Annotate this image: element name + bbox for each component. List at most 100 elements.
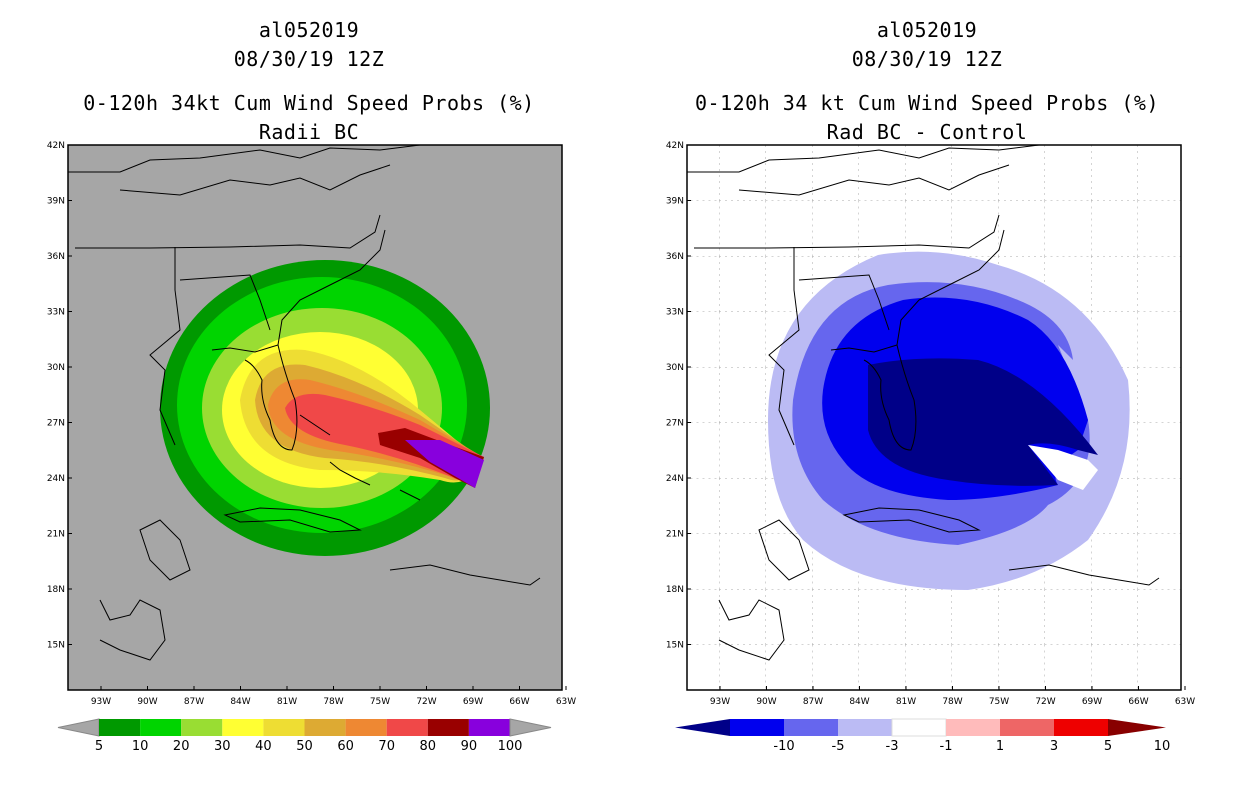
lat-label-right: 36N: [666, 252, 684, 262]
colorbar-box: [140, 719, 182, 736]
colorbar-label: 1: [996, 739, 1004, 754]
colorbar-label: 80: [420, 739, 437, 754]
lon-label-left: 93W: [91, 697, 111, 707]
colorbar-label: 20: [173, 739, 190, 754]
colorbar-label: 3: [1050, 739, 1058, 754]
right-storm-id: al052019: [876, 18, 978, 42]
colorbar-box: [784, 719, 838, 736]
colorbar-label: -10: [773, 739, 794, 754]
lon-label-left: 90W: [137, 697, 157, 707]
colorbar-label: 100: [498, 739, 523, 754]
lon-label-right: 93W: [710, 697, 730, 707]
colorbar-low-end: [57, 718, 100, 737]
right-difference-field: [768, 251, 1130, 590]
lat-label-right: 21N: [666, 530, 684, 540]
colorbar-high-end: [509, 718, 552, 737]
left-lat-labels: 42N 39N 36N 33N 30N 27N 24N 21N 18N 15N: [47, 141, 72, 651]
lat-label-right: 24N: [666, 474, 684, 484]
diff-near-zero: [1028, 445, 1098, 490]
colorbar-box: [468, 719, 510, 736]
left-panel: al052019 08/30/19 12Z 0-120h 34kt Cum Wi…: [47, 18, 576, 754]
lon-label-right: 72W: [1035, 697, 1055, 707]
colorbar-label: 10: [132, 739, 149, 754]
lat-label-right: 27N: [666, 419, 684, 429]
colorbar-box: [99, 719, 141, 736]
left-title: 0-120h 34kt Cum Wind Speed Probs (%): [83, 91, 535, 115]
lon-label-left: 63W: [556, 697, 576, 707]
lon-label-right: 84W: [849, 697, 869, 707]
left-map: 42N 39N 36N 33N 30N 27N 24N 21N 18N 15N 93W 90W 87W…: [47, 141, 576, 754]
left-storm-id: al052019: [258, 18, 360, 42]
colorbar-box: [181, 719, 223, 736]
left-coastlines: [68, 145, 541, 661]
colorbar-label: -1: [940, 739, 953, 754]
left-colorbar: 5 10 20 30 40 50 60 70 80 90 100: [57, 718, 552, 754]
lat-label-left: 42N: [47, 141, 65, 151]
lat-label-right: 30N: [666, 363, 684, 373]
lon-label-left: 75W: [370, 697, 390, 707]
lat-label-left: 39N: [47, 197, 65, 207]
colorbar-box: [263, 719, 305, 736]
left-probability-field: [160, 260, 490, 556]
colorbar-label: -3: [886, 739, 899, 754]
lat-label-left: 33N: [47, 308, 65, 318]
lon-label-right: 90W: [756, 697, 776, 707]
diff-minus10: [868, 358, 1098, 486]
colorbar-box: [838, 719, 892, 736]
lat-label-left: 30N: [47, 363, 65, 373]
lat-label-left: 15N: [47, 641, 65, 651]
lat-label-right: 18N: [666, 585, 684, 595]
left-datetime: 08/30/19 12Z: [233, 47, 385, 71]
colorbar-label: 60: [337, 739, 354, 754]
right-coastlines: [687, 145, 1160, 661]
lon-label-left: 87W: [184, 697, 204, 707]
colorbar-box: [1054, 719, 1108, 736]
lat-label-left: 24N: [47, 474, 65, 484]
lon-label-right: 66W: [1128, 697, 1148, 707]
colorbar-box: [891, 718, 947, 737]
lon-label-left: 84W: [230, 697, 250, 707]
lon-label-right: 87W: [803, 697, 823, 707]
lat-label-right: 15N: [666, 641, 684, 651]
lon-label-left: 81W: [277, 697, 297, 707]
lat-label-left: 18N: [47, 585, 65, 595]
lat-label-right: 42N: [666, 141, 684, 151]
left-subtitle: Radii BC: [258, 120, 360, 144]
lat-label-left: 36N: [47, 252, 65, 262]
colorbar-label: 50: [296, 739, 313, 754]
lon-label-left: 72W: [416, 697, 436, 707]
lon-label-left: 78W: [323, 697, 343, 707]
colorbar-box: [345, 719, 387, 736]
lon-label-right: 69W: [1082, 697, 1102, 707]
colorbar-low-end: [675, 719, 730, 736]
colorbar-label: 70: [378, 739, 395, 754]
colorbar-label: 30: [214, 739, 231, 754]
colorbar-label: 5: [1104, 739, 1112, 754]
right-map-frame: [686, 144, 1182, 691]
colorbar-box: [1000, 719, 1054, 736]
right-title: 0-120h 34 kt Cum Wind Speed Probs (%): [694, 91, 1160, 115]
colorbar-box: [946, 719, 1000, 736]
right-panel: al052019 08/30/19 12Z 0-120h 34 kt Cum W…: [618, 0, 1236, 800]
right-colorbar: -10 -5 -3 -1 1 3 5 10: [675, 718, 1171, 754]
colorbar-box: [730, 719, 784, 736]
lon-label-right: 81W: [896, 697, 916, 707]
colorbar-label: 40: [255, 739, 272, 754]
colorbar-label: 10: [1154, 739, 1171, 754]
colorbar-high-end: [1108, 719, 1166, 736]
lat-label-right: 39N: [666, 197, 684, 207]
lon-label-right: 78W: [942, 697, 962, 707]
colorbar-box: [304, 719, 346, 736]
right-lat-labels: 42N 39N 36N 33N 30N 27N 24N 21N 18N 15N: [666, 141, 691, 651]
lon-label-right: 63W: [1175, 697, 1195, 707]
lat-label-left: 21N: [47, 530, 65, 540]
colorbar-label: 90: [461, 739, 478, 754]
left-map-frame: [67, 144, 563, 691]
right-lon-labels: 93W 90W 87W 84W 81W 78W 75W 72W 69W 66W 63W: [710, 686, 1195, 707]
lon-label-left: 69W: [463, 697, 483, 707]
lat-label-left: 27N: [47, 419, 65, 429]
right-map: 42N 39N 36N 33N 30N 27N 24N 21N 18N 15N 93W 90W 87W…: [666, 141, 1195, 754]
colorbar-box: [427, 719, 469, 736]
lon-label-left: 66W: [509, 697, 529, 707]
right-datetime: 08/30/19 12Z: [851, 47, 1003, 71]
